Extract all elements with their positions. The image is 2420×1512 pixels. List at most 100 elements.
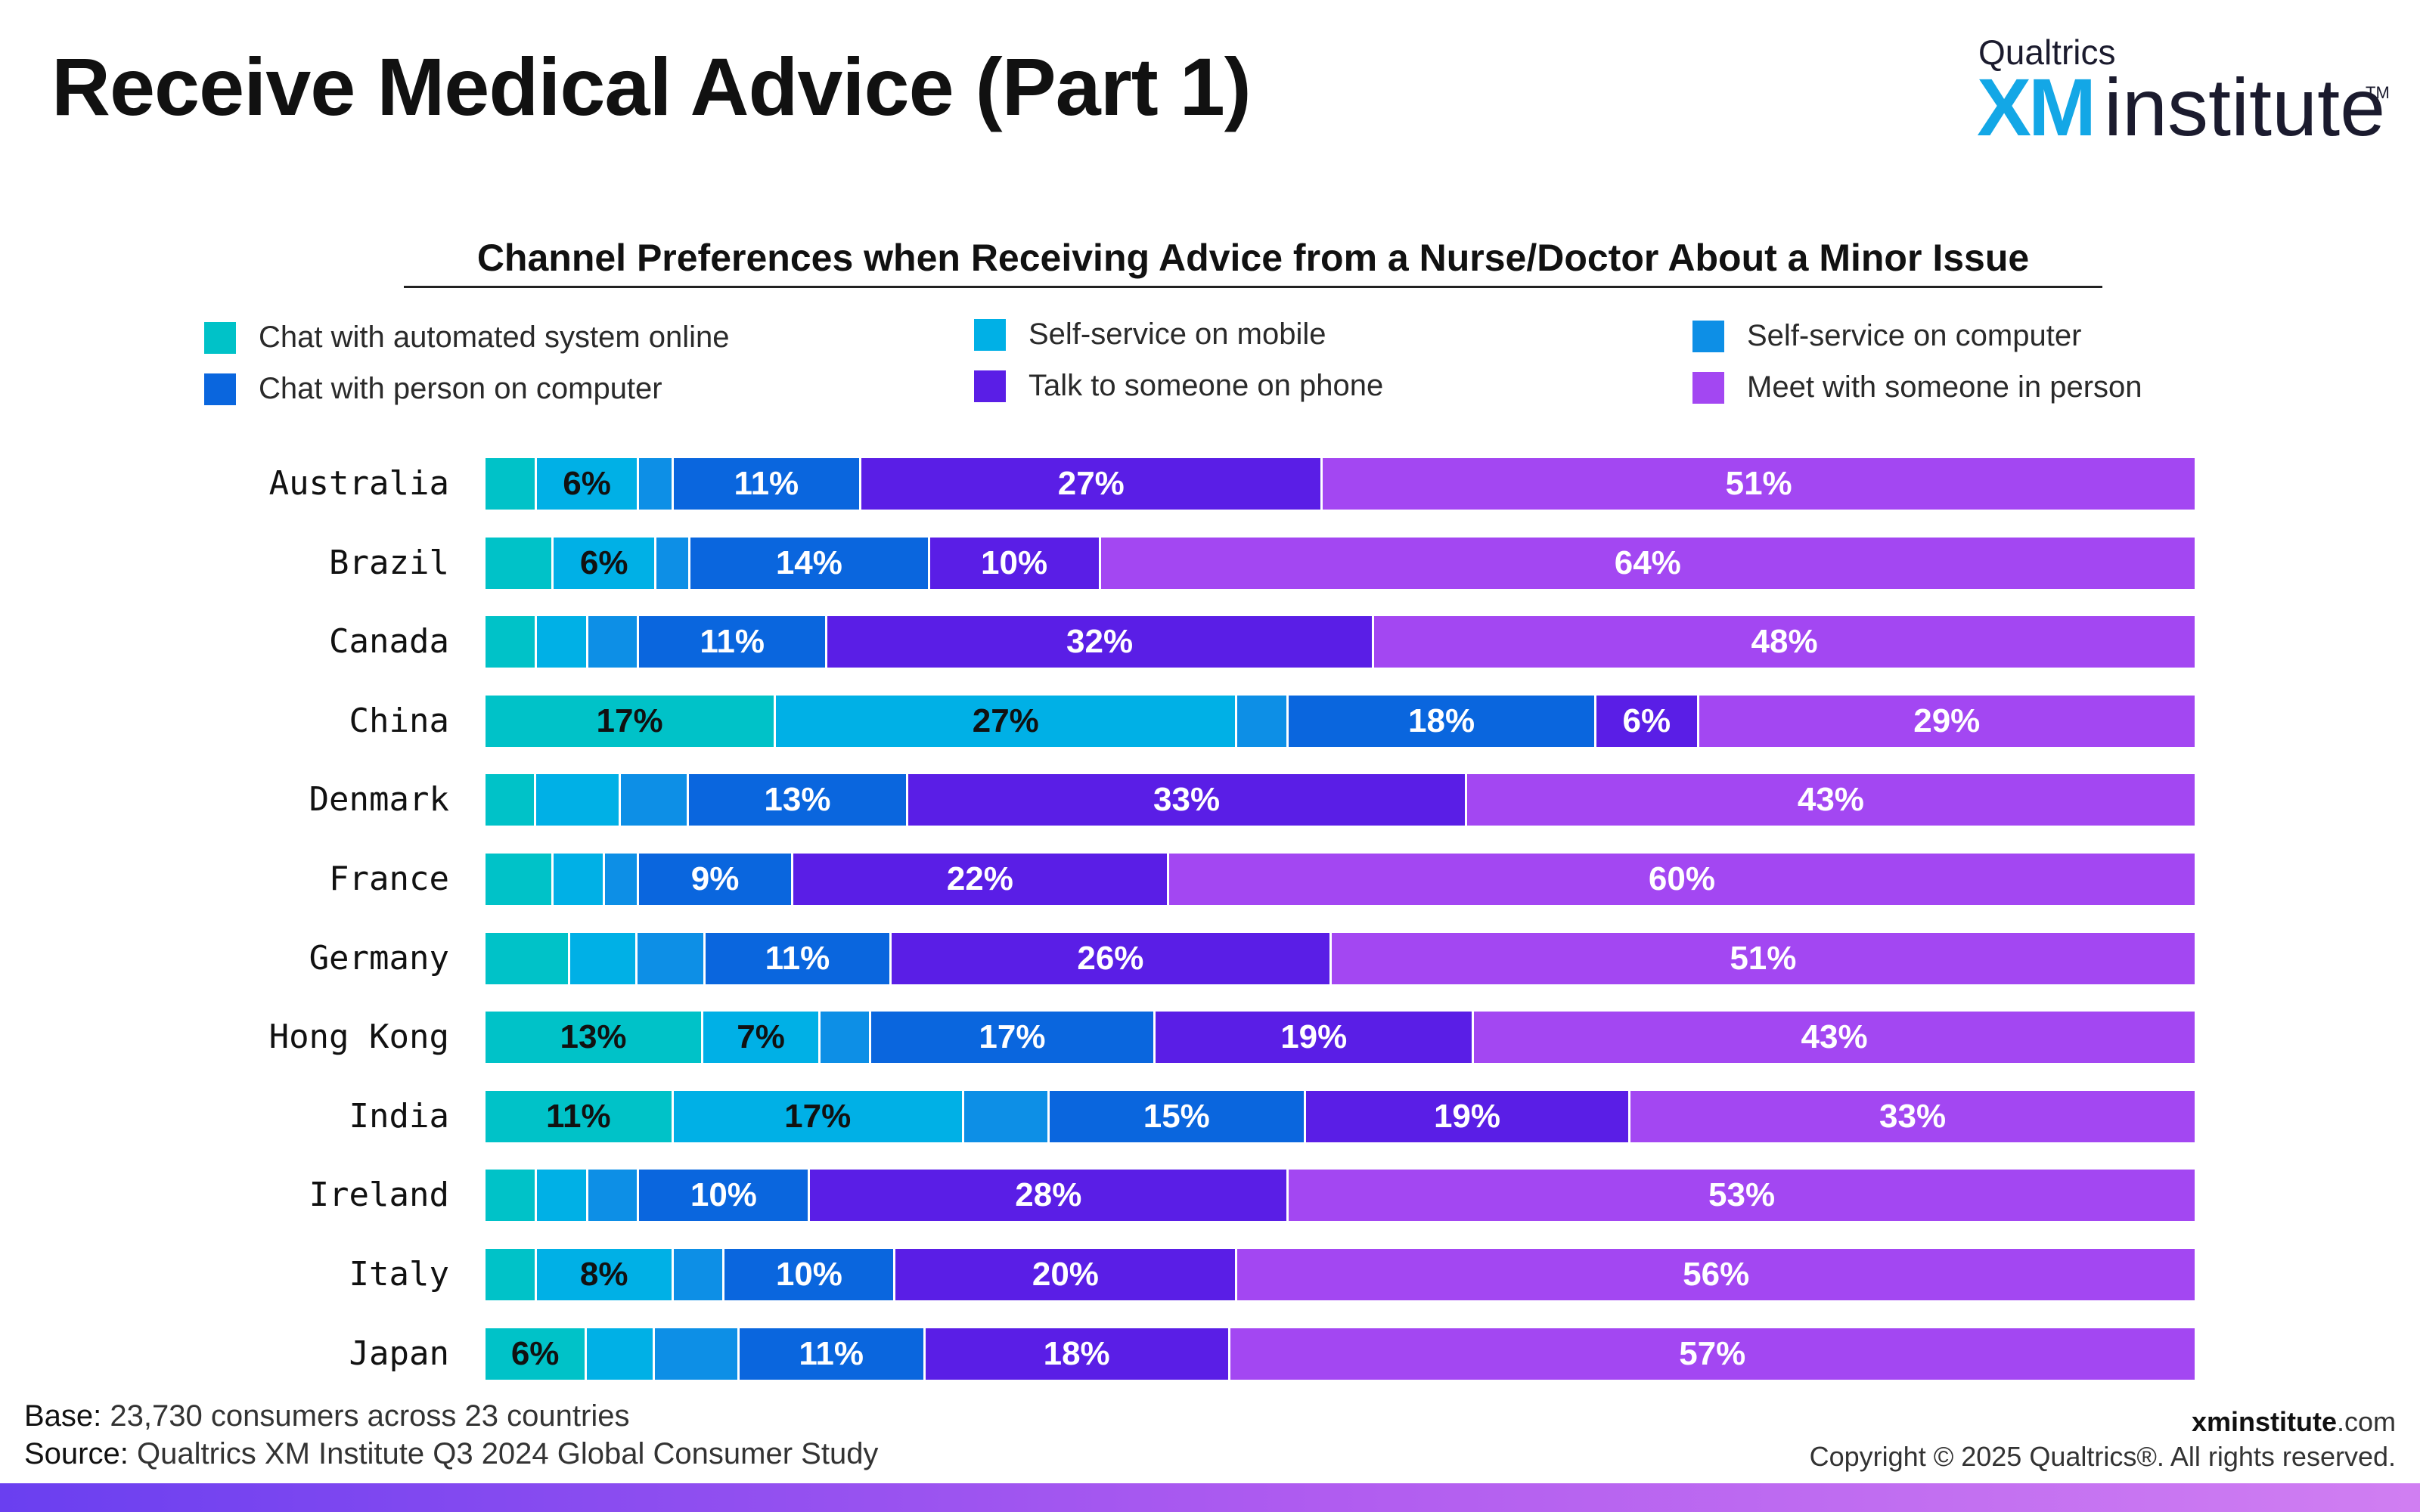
bar-row: 13% 33% 43%	[486, 774, 2195, 826]
bar-segment: 60%	[1168, 854, 2195, 905]
bar-segment: 27%	[776, 695, 1238, 747]
data-label: 11%	[700, 623, 765, 661]
bar-segment: 20%	[895, 1249, 1238, 1300]
bar-segment	[605, 854, 640, 905]
data-label: 29%	[1913, 702, 1981, 739]
legend-item-chat-automated: Chat with automated system online	[204, 321, 730, 355]
bar-segment: 9%	[639, 854, 793, 905]
bar-segment	[638, 932, 706, 984]
legend-item-self-service-mobile: Self-service on mobile	[974, 318, 1326, 352]
bar-segment	[486, 932, 570, 984]
site-domain: .com	[2336, 1406, 2396, 1437]
bar-segment	[536, 1170, 588, 1222]
row-label: Australia	[268, 464, 449, 503]
legend-item-in-person: Meet with someone in person	[1692, 370, 2142, 404]
data-label: 48%	[1751, 623, 1818, 661]
legend-label: Meet with someone in person	[1747, 370, 2142, 404]
legend-label: Self-service on mobile	[1028, 318, 1326, 351]
bottom-gradient-bar	[0, 1483, 2420, 1512]
data-label: 18%	[1408, 702, 1475, 739]
bar-segment: 33%	[1630, 1090, 2195, 1142]
bar-segment	[963, 1090, 1050, 1142]
data-label: 22%	[946, 860, 1013, 897]
base-text: 23,730 consumers across 23 countries	[110, 1399, 630, 1433]
data-label: 33%	[1879, 1097, 1947, 1135]
row-label: Canada	[329, 622, 449, 662]
data-label: 64%	[1614, 544, 1681, 581]
bar-segment: 6%	[486, 1328, 588, 1380]
legend-label: Talk to someone on phone	[1028, 369, 1384, 402]
row-label: Denmark	[309, 780, 449, 820]
bar-row: 13% 7% 17% 19% 43%	[486, 1012, 2195, 1064]
bar-segment: 48%	[1374, 616, 2195, 668]
row-label: Germany	[309, 938, 449, 978]
data-label: 28%	[1015, 1176, 1082, 1214]
bar-segment: 15%	[1049, 1090, 1306, 1142]
bar-segment: 51%	[1323, 458, 2195, 510]
data-label: 56%	[1683, 1256, 1750, 1293]
data-label: 10%	[775, 1256, 842, 1293]
row-label: Japan	[349, 1334, 449, 1373]
bar-segment: 11%	[639, 616, 827, 668]
logo-qualtrics-text: Qualtrics	[1978, 33, 2116, 72]
bar-segment: 10%	[639, 1170, 811, 1222]
copyright: Copyright © 2025 Qualtrics®. All rights …	[1809, 1441, 2396, 1472]
legend-label: Chat with person on computer	[259, 372, 662, 405]
bar-segment: 17%	[673, 1090, 964, 1142]
logo-institute-text: institute	[2104, 61, 2386, 153]
source-key: Source:	[24, 1437, 129, 1470]
data-label: 6%	[1622, 702, 1671, 739]
bar-segment: 17%	[870, 1012, 1156, 1064]
bar-segment: 29%	[1699, 695, 2195, 747]
bar-segment	[486, 854, 554, 905]
bar-segment: 10%	[724, 1249, 896, 1300]
bar-segment	[486, 537, 554, 589]
bar-row: 9% 22% 60%	[486, 854, 2195, 905]
bar-segment: 11%	[739, 1328, 926, 1380]
bar-segment: 17%	[486, 695, 777, 747]
bar-segment: 6%	[554, 537, 656, 589]
source-text: Qualtrics XM Institute Q3 2024 Global Co…	[136, 1437, 879, 1470]
data-label: 20%	[1032, 1256, 1099, 1293]
data-label: 8%	[579, 1256, 628, 1293]
legend-swatch	[1692, 371, 1724, 404]
bar-segment: 32%	[827, 616, 1375, 668]
legend-swatch	[204, 321, 236, 354]
bar-segment: 51%	[1331, 932, 2195, 984]
footer-credits: xminstitute.com Copyright © 2025 Qualtri…	[1810, 1405, 2396, 1474]
data-label: 6%	[563, 465, 611, 502]
legend-item-phone: Talk to someone on phone	[974, 369, 1383, 403]
data-label: 51%	[1725, 465, 1792, 502]
data-label: 13%	[764, 781, 831, 819]
data-label: 13%	[560, 1018, 627, 1056]
data-label: 19%	[1433, 1097, 1501, 1135]
bar-segment: 6%	[1596, 695, 1699, 747]
website-link[interactable]: xminstitute.com	[1810, 1405, 2396, 1439]
data-label: 15%	[1143, 1097, 1210, 1135]
bar-row: 11% 26% 51%	[486, 932, 2195, 984]
bar-segment: 7%	[703, 1012, 821, 1064]
bar-segment: 57%	[1230, 1328, 2195, 1380]
bar-segment	[486, 1249, 537, 1300]
bar-row: 17% 27% 18% 6% 29%	[486, 695, 2195, 747]
bar-segment: 13%	[688, 774, 909, 826]
legend-swatch	[974, 370, 1006, 402]
logo-xm-text: XM	[1977, 61, 2096, 153]
legend-swatch	[1692, 320, 1724, 352]
bar-segment: 11%	[486, 1090, 674, 1142]
bar-segment	[588, 1170, 640, 1222]
base-note: Base: 23,730 consumers across 23 countri…	[24, 1397, 878, 1435]
bar-segment: 18%	[925, 1328, 1230, 1380]
bar-segment	[621, 774, 689, 826]
data-label: 33%	[1153, 781, 1221, 819]
site-bold: xminstitute	[2191, 1406, 2337, 1437]
data-label: 10%	[690, 1176, 757, 1214]
bar-segment	[639, 458, 674, 510]
data-label: 57%	[1679, 1334, 1746, 1372]
legend-swatch	[974, 318, 1006, 351]
row-label: China	[349, 701, 449, 740]
bar-row: 11% 32% 48%	[486, 616, 2195, 668]
bar-segment: 56%	[1237, 1249, 2195, 1300]
xm-institute-logo: Qualtrics XM institute TM	[1977, 32, 2390, 153]
source-note: Source: Qualtrics XM Institute Q3 2024 G…	[24, 1435, 878, 1473]
